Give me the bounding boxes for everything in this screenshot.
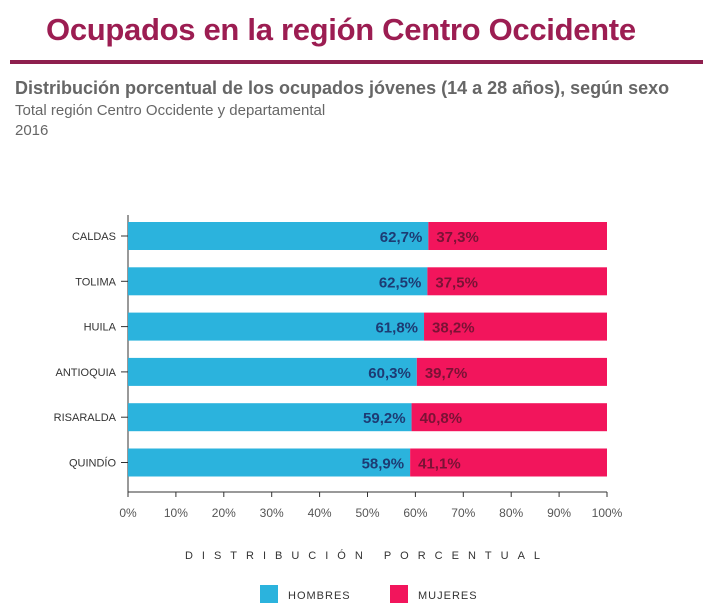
x-tick-label: 100% [592,506,623,520]
category-label: CALDAS [72,231,116,243]
legend-swatch-hombres [260,585,278,603]
x-tick-label: 20% [212,506,236,520]
data-label: 38,2% [432,320,475,337]
chart-subtitle: Total región Centro Occidente y departam… [15,102,326,119]
category-label: ANTIOQUIA [55,367,116,379]
x-tick-label: 80% [499,506,523,520]
bar-hombres [128,448,411,477]
data-label: 59,2% [363,410,406,427]
title-divider [10,60,703,64]
bar-mujeres [427,267,607,296]
bar-hombres [128,267,428,296]
data-label: 41,1% [418,456,461,473]
page-title: Ocupados en la región Centro Occidente [46,12,636,47]
bar-mujeres [410,448,607,477]
data-label: 60,3% [368,365,411,382]
x-tick-label: 0% [119,506,137,520]
x-tick-label: 10% [164,506,188,520]
bar-hombres [128,222,429,250]
legend-swatch-mujeres [390,585,408,603]
bar-mujeres [428,222,607,250]
data-label: 37,3% [436,229,479,246]
chart-title: Distribución porcentual de los ocupados … [15,78,670,98]
data-label: 62,7% [380,229,423,246]
bar-mujeres [416,357,607,386]
x-tick-label: 40% [308,506,332,520]
category-label: TOLIMA [75,276,116,288]
legend-label: MUJERES [418,590,478,602]
bar-hombres [128,312,425,341]
bar-hombres [128,403,412,432]
data-label: 37,5% [435,274,478,291]
category-label: QUINDÍO [69,457,117,470]
data-label: 40,8% [420,410,463,427]
x-tick-label: 60% [403,506,427,520]
bar-mujeres [424,312,607,341]
category-label: HUILA [84,322,117,334]
legend-label: HOMBRES [288,590,351,602]
bar-mujeres [411,403,607,432]
x-tick-label: 70% [451,506,475,520]
x-tick-label: 90% [547,506,571,520]
bar-hombres [128,357,417,386]
data-label: 39,7% [425,365,468,382]
x-axis-title: DISTRIBUCIÓN PORCENTUAL [185,549,549,562]
chart-year: 2016 [15,122,49,139]
category-label: RISARALDA [54,412,117,424]
x-tick-label: 50% [355,506,379,520]
data-label: 61,8% [375,320,418,337]
data-label: 62,5% [379,274,422,291]
x-tick-label: 30% [260,506,284,520]
data-label: 58,9% [362,456,405,473]
